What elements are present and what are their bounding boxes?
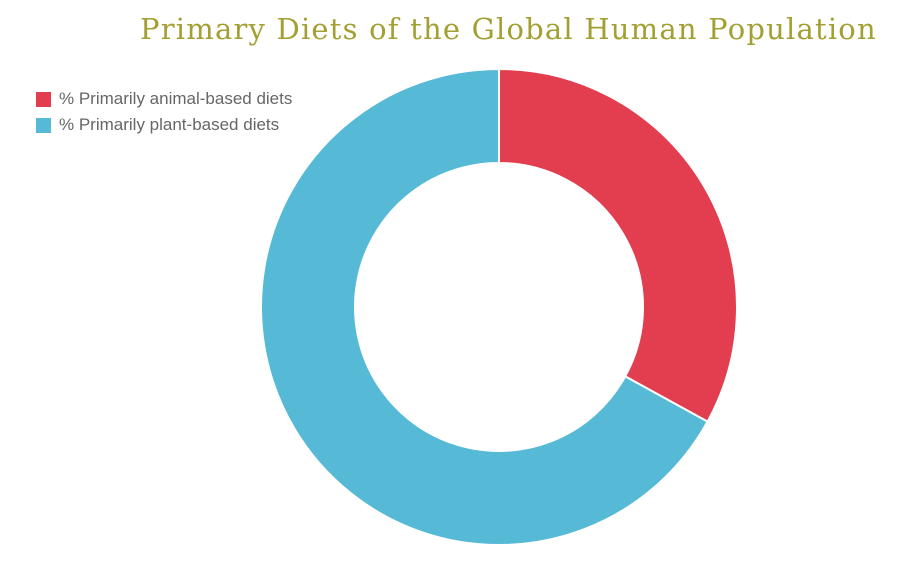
legend-label-animal-based: % Primarily animal-based diets xyxy=(59,89,293,108)
legend-swatch-animal-based xyxy=(36,91,51,107)
legend-item-plant-based[interactable]: % Primarily plant-based diets xyxy=(36,112,292,138)
donut-slice-plant-based[interactable] xyxy=(260,67,709,546)
legend-label-plant-based: % Primarily plant-based diets xyxy=(59,115,280,134)
donut-slices xyxy=(260,67,738,546)
chart-title: Primary Diets of the Global Human Popula… xyxy=(140,12,877,46)
donut-slice-animal-based[interactable] xyxy=(498,67,738,424)
legend-swatch-plant-based xyxy=(36,117,51,133)
legend-item-animal-based[interactable]: % Primarily animal-based diets xyxy=(36,86,292,112)
legend: % Primarily animal-based diets % Primari… xyxy=(36,86,292,138)
